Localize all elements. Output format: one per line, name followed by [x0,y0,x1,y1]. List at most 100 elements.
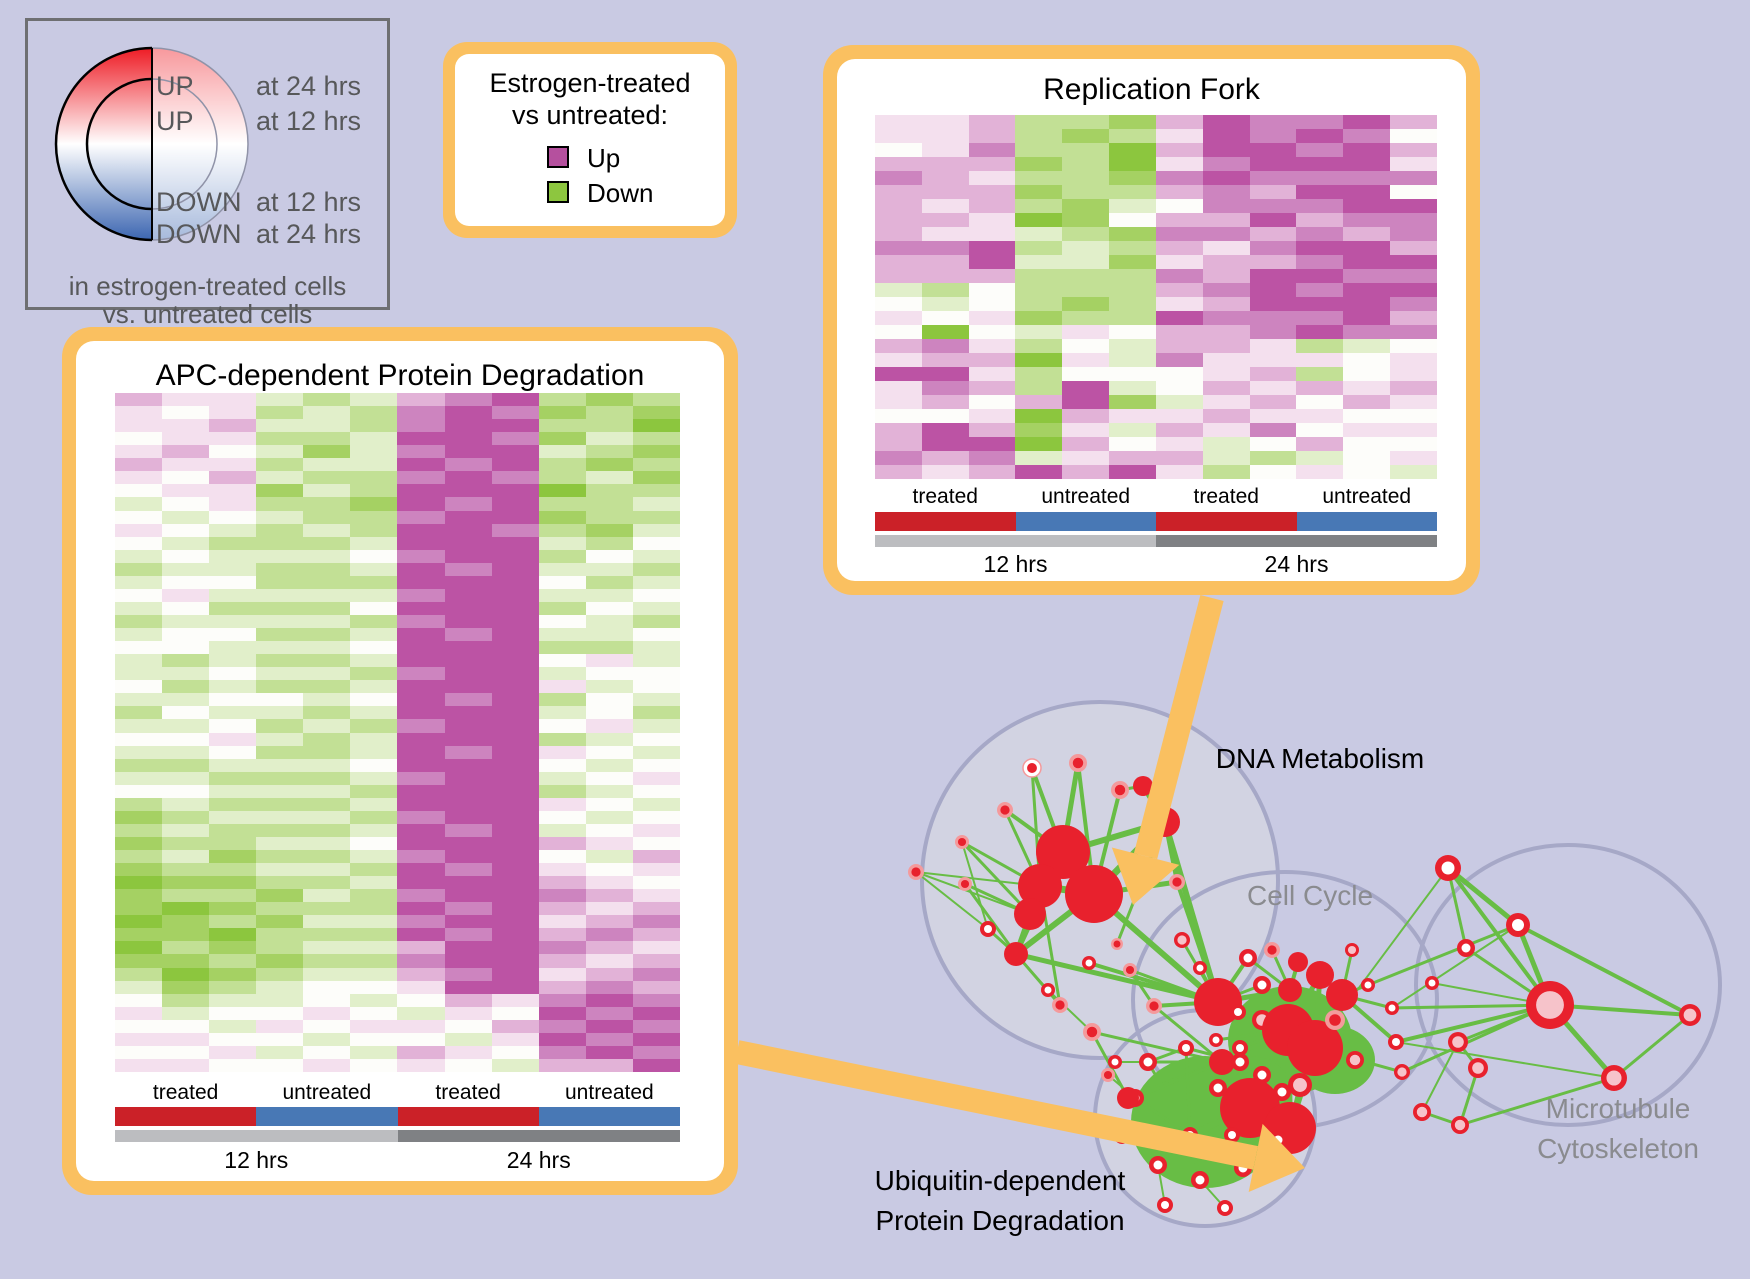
gene-node-ring-center [1452,1036,1464,1048]
replication-fork-title: Replication Fork [1043,73,1260,106]
heatmap-cell [1109,115,1156,129]
heatmap-cell [585,967,633,981]
edge-density-blob [1208,1056,1292,1128]
heatmap-cell [1155,297,1203,311]
heatmap-cell [491,667,539,681]
heatmap-cell [491,876,539,890]
heatmap-cell [632,1006,680,1020]
heatmap-cell [921,129,969,143]
heatmap-cell [162,432,210,446]
heatmap-cell [1202,185,1250,199]
heatmap-cell [1155,157,1203,171]
heatmap-cell [350,967,398,981]
heatmap-cell [921,241,969,255]
heatmap-cell [303,406,351,420]
network-edge [1333,993,1344,1022]
heatmap-cell [397,863,445,877]
heatmap-cell [444,797,492,811]
heatmap-cell [350,1058,398,1072]
heatmap-cell [632,1019,680,1033]
heatmap-cell [1109,465,1156,479]
heatmap-cell [303,614,351,629]
heatmap-cell [1249,157,1297,171]
heatmap-cell [115,850,163,864]
heatmap-cell [921,143,969,157]
heatmap-cell [538,745,586,759]
heatmap-cell [1202,395,1250,409]
heatmap-cell [209,810,257,824]
heatmap-cell [1109,185,1156,199]
heatmap-cell [350,810,398,824]
network-edge [1152,1000,1220,1008]
heatmap-cell [491,484,539,498]
network-edge [1515,922,1553,1008]
gene-node-ring-center [1454,1119,1466,1131]
gene-node-ring [1601,1065,1627,1091]
heatmap-cell [162,523,210,537]
gene-node-ring-center [1221,1204,1229,1212]
network-edge [1180,938,1220,1004]
network-edge [1230,1133,1280,1142]
heatmap-cell [491,536,539,550]
heatmap-cell [1202,171,1250,185]
heatmap-cell [303,1058,351,1072]
network-edge [1421,1041,1459,1113]
heatmap-cell [115,928,163,942]
heatmap-cell [632,732,680,746]
heatmap-cell [350,928,398,942]
heatmap-cell [968,395,1016,409]
gene-node-ring [1252,1010,1272,1030]
heatmap-cell [444,1019,492,1033]
gene-node-core [911,867,921,877]
heatmap-cell [350,719,398,733]
cluster-label-microtubule-cytoskeleton: Microtubule [1546,1093,1691,1124]
gene-node-ring-center [1683,1008,1697,1022]
heatmap-cell [162,549,210,563]
heatmap-cell [921,465,969,479]
heatmap-cell [256,758,304,772]
network-edge [1115,820,1167,946]
heatmap-cell [397,641,445,655]
gene-node-solid [1065,865,1123,923]
heatmap-cell [1343,213,1391,227]
heatmap-cell [491,614,539,629]
heatmap-cell [209,745,257,759]
heatmap-cell [968,185,1016,199]
heatmap-cell [875,409,922,423]
heatmap-cell [921,297,969,311]
heatmap-cell [1249,325,1297,339]
heatmap-cell [162,967,210,981]
heatmap-cell [303,993,351,1007]
gene-node-solid [1014,898,1046,930]
network-edge [1400,1003,1552,1074]
heatmap-cell [632,562,680,576]
heatmap-cell [397,419,445,433]
heatmap-cell [444,445,492,459]
heatmap-cell [209,523,257,537]
gene-node-solid [1264,1102,1316,1154]
heatmap-cell [1343,339,1391,353]
heatmap-cell [538,719,586,733]
heatmap-cell [491,967,539,981]
heatmap-cell [1062,227,1110,241]
heatmap-cell [397,1019,445,1033]
heatmap-cell [115,432,163,446]
gene-node-ring-center [1388,1004,1396,1012]
network-edge [1146,1060,1192,1137]
time-bar-segment [875,535,1156,547]
gene-node-ring-center [1085,959,1093,967]
heatmap-cell [256,536,304,550]
heatmap-cell [632,510,680,524]
network-edge [1091,891,1221,1005]
heatmap-cell [491,549,539,563]
heatmap-cell [1109,325,1156,339]
apc-treatment-bar [115,1107,680,1126]
group-label-untreated: untreated [1041,485,1131,508]
network-edge [1175,880,1220,1004]
heatmap-cell [1015,437,1063,451]
heatmap-cell [1155,199,1203,213]
heatmap-cell [397,471,445,485]
gene-node-solid [1287,1020,1343,1076]
treatment-bar-segment-treated [875,512,1016,531]
decoder-time: at 24 hrs [256,219,362,249]
